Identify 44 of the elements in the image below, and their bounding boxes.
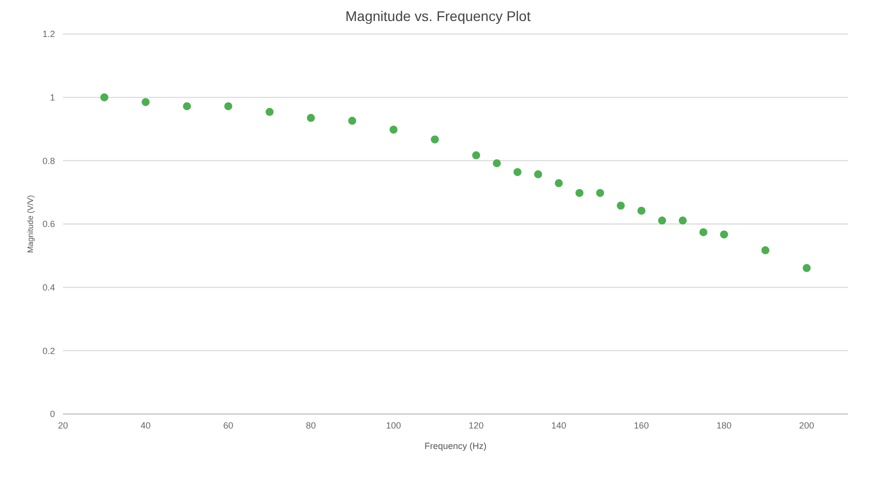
y-tick-label: 0.6 <box>42 219 55 230</box>
point <box>306 114 315 122</box>
point <box>637 206 646 215</box>
point <box>348 116 356 125</box>
point <box>596 188 604 197</box>
y-tick-label: 0 <box>50 409 55 420</box>
point <box>678 216 687 225</box>
point <box>513 168 522 176</box>
point <box>472 151 480 160</box>
y-tick-label: 1 <box>50 92 55 103</box>
point <box>761 246 770 254</box>
point <box>390 126 398 134</box>
x-tick-label: 120 <box>468 420 484 430</box>
x-tick-label: 100 <box>386 420 402 430</box>
point <box>720 230 728 238</box>
point <box>699 228 708 236</box>
x-tick-label: 140 <box>551 420 566 430</box>
point <box>575 188 584 197</box>
point <box>616 202 625 210</box>
point <box>142 98 150 106</box>
x-tick-label: 80 <box>306 420 316 430</box>
y-axis-title: Magnitude (V/V) <box>26 194 35 253</box>
x-tick-label: 20 <box>58 420 68 430</box>
point <box>492 159 501 168</box>
point <box>534 170 542 178</box>
chart-title: Magnitude vs. Frequency Plot <box>344 8 532 24</box>
x-tick-label: 40 <box>140 420 151 430</box>
point <box>658 216 666 225</box>
x-tick-label: 200 <box>799 420 814 430</box>
y-tick-label: 0.2 <box>42 346 55 356</box>
point <box>430 135 439 144</box>
point <box>554 179 563 188</box>
x-tick-label: 60 <box>223 420 234 430</box>
y-tick-label: 0.8 <box>42 156 55 166</box>
point <box>224 102 232 110</box>
point <box>100 93 108 102</box>
point <box>802 264 811 272</box>
y-tick-label: 0.4 <box>42 282 55 293</box>
y-tick-label: 1.2 <box>42 29 55 40</box>
x-axis-title: Frequency (Hz) <box>424 441 487 451</box>
x-tick-label: 160 <box>634 420 649 430</box>
x-tick-label: 180 <box>716 420 732 430</box>
point <box>182 102 191 110</box>
point <box>266 108 274 116</box>
